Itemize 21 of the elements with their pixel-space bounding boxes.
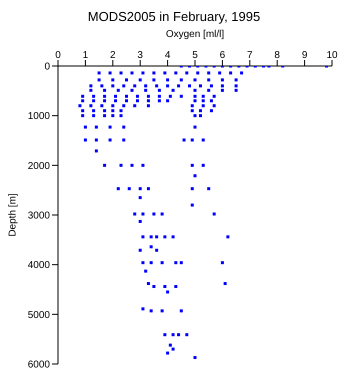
x-tick-label: 8 <box>274 50 280 61</box>
y-tick-label: 3000 <box>28 210 50 222</box>
x-tick-label: 4 <box>164 50 171 61</box>
chart-title: MODS2005 in February, 1995 <box>86 8 262 26</box>
y-tick-label: 5000 <box>28 310 50 321</box>
y-tick-label: 2000 <box>28 160 50 172</box>
x-tick-label: 6 <box>220 50 226 61</box>
y-tick-label: 4000 <box>28 260 50 272</box>
x-tick-label: 0 <box>55 50 62 61</box>
x-tick-label: 9 <box>302 50 308 61</box>
x-tick-label: 3 <box>137 50 144 61</box>
x-tick-label: 2 <box>110 50 116 61</box>
x-tick-label: 7 <box>247 50 254 61</box>
y-tick-label: 1000 <box>28 111 50 122</box>
x-axis-title: Oxygen [ml/l] <box>166 29 224 40</box>
x-tick-label: 10 <box>326 50 338 61</box>
x-tick-label: 5 <box>192 50 198 61</box>
y-tick-label: 0 <box>44 62 50 73</box>
y-axis-title: Depth [m] <box>8 193 19 237</box>
x-tick-label: 1 <box>82 50 89 61</box>
y-tick-label: 6000 <box>28 360 50 371</box>
